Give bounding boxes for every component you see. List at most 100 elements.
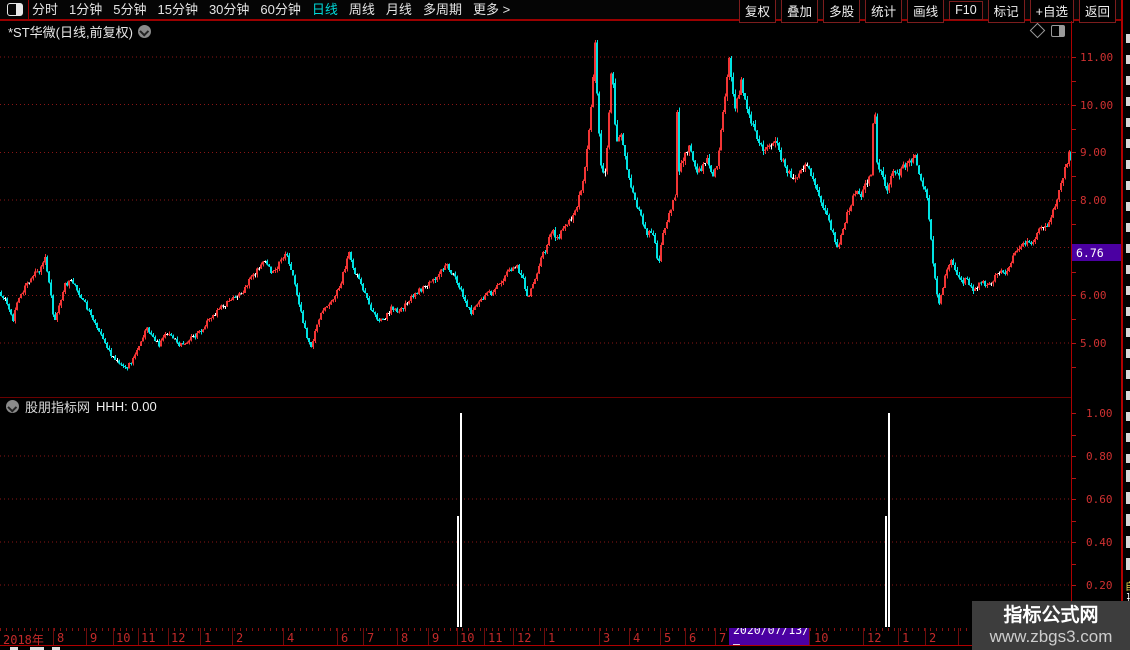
time-axis-separator — [599, 628, 600, 645]
time-axis-label: 7 — [367, 631, 375, 645]
page-title: *ST华微(日线,前复权) — [8, 24, 133, 40]
candlestick-chart[interactable] — [0, 40, 1072, 397]
cutoff-glyph-fragment — [1126, 223, 1130, 232]
tool-button[interactable]: 叠加 — [781, 0, 819, 23]
time-axis-separator — [958, 628, 959, 645]
period-menu-item[interactable]: 1分钟 — [69, 2, 103, 17]
axis-tick — [1072, 477, 1076, 479]
axis-tick — [1072, 520, 1076, 522]
period-menu-item[interactable]: 多周期 — [422, 2, 462, 17]
cutoff-text-fragment — [30, 647, 44, 650]
cutoff-glyph-fragment — [1126, 492, 1130, 504]
time-axis-separator — [200, 628, 201, 645]
time-axis-separator — [898, 628, 899, 645]
time-axis-label: 9 — [90, 631, 98, 645]
time-axis-label: 10 — [814, 631, 829, 645]
diamond-icon[interactable] — [1029, 22, 1046, 39]
tool-button[interactable]: 画线 — [907, 0, 945, 23]
time-axis-label: 6 — [341, 631, 349, 645]
chevron-down-icon[interactable] — [6, 400, 19, 413]
price-axis-label: 6.00 — [1080, 289, 1107, 302]
cutoff-glyph-fragment — [1126, 558, 1130, 570]
axis-tick — [1072, 319, 1076, 321]
price-axis-label: 5.00 — [1080, 337, 1107, 350]
tool-button[interactable]: 统计 — [865, 0, 903, 23]
axis-tick — [1072, 366, 1076, 368]
axis-tick — [1072, 200, 1076, 201]
time-axis-label: 1 — [204, 631, 212, 645]
time-axis-label: 12 — [867, 631, 882, 645]
axis-tick — [1072, 456, 1076, 457]
chevron-down-icon[interactable] — [137, 24, 151, 38]
tool-button[interactable]: +自选 — [1029, 0, 1074, 23]
axis-tick — [1072, 343, 1076, 344]
period-menu-item[interactable]: 周线 — [348, 2, 375, 17]
axis-tick — [1072, 542, 1076, 543]
time-axis-separator — [232, 628, 233, 645]
cutoff-glyph-fragment — [1126, 118, 1130, 127]
tool-button[interactable]: 标记 — [987, 0, 1025, 23]
maximize-panel-icon[interactable] — [1051, 24, 1065, 37]
value-axis-label: 0.40 — [1086, 536, 1113, 549]
split-panel-icon[interactable] — [7, 3, 23, 16]
tool-button[interactable]: 复权 — [739, 0, 777, 23]
cutoff-glyph-fragment — [1126, 160, 1130, 169]
time-axis-label: 2 — [236, 631, 244, 645]
period-menu-item[interactable]: 分时 — [32, 2, 59, 17]
tools-menu: 复权 叠加 多股 统计 画线 F10 标记 +自选 返回 — [739, 0, 1116, 23]
time-axis-label: 9 — [432, 631, 440, 645]
indicator-header: 股朋指标网 HHH: 0.00 — [6, 399, 157, 415]
time-axis-separator — [513, 628, 514, 645]
time-axis-label: 11 — [141, 631, 156, 645]
layout-toggle-cell[interactable] — [0, 0, 29, 19]
tool-button[interactable]: 多股 — [823, 0, 861, 23]
time-axis[interactable]: 2018年 8 9 10 11 12 1 2 4 6 7 8 9 10 11 12 1 3 4 5 6 7 10 12 1 2 20… — [0, 628, 1072, 646]
time-axis-label: 10 — [460, 631, 475, 645]
time-axis-label: 2 — [929, 631, 937, 645]
period-menu-item[interactable]: 月线 — [385, 2, 412, 17]
tool-button[interactable]: 返回 — [1078, 0, 1116, 23]
time-axis-separator — [544, 628, 545, 645]
cutoff-text-fragment — [10, 647, 18, 650]
time-axis-separator — [428, 628, 429, 645]
panel-divider — [0, 397, 1072, 398]
tool-button[interactable]: F10 — [949, 1, 983, 20]
time-axis-separator — [809, 628, 810, 645]
chart-title-row: *ST华微(日线,前复权) — [8, 23, 151, 40]
period-menu-item[interactable]: 60分钟 — [260, 2, 301, 17]
value-axis-label: 0.60 — [1086, 493, 1113, 506]
watermark-url: www.zbgs3.com — [989, 626, 1113, 646]
top-toolbar: 分时 1分钟 5分钟 15分钟 30分钟 60分钟 日线 周线 月线 多周期 更多 > 复权 叠加 多股… — [0, 0, 1130, 23]
period-menu-item[interactable]: 更多 > — [472, 2, 511, 17]
time-axis-label: 4 — [633, 631, 641, 645]
period-menu-item[interactable]: 日线 — [311, 2, 338, 17]
time-axis-label: 4 — [287, 631, 295, 645]
cutoff-glyph-fragment — [1126, 514, 1130, 526]
time-axis-label: 7 — [719, 631, 727, 645]
time-axis-label: 12 — [517, 631, 532, 645]
time-axis-separator — [397, 628, 398, 645]
time-axis-label: 3 — [603, 631, 611, 645]
axis-tick — [1072, 80, 1076, 82]
cutoff-glyph-fragment — [1126, 97, 1130, 106]
period-menu-item[interactable]: 30分钟 — [208, 2, 250, 17]
axis-tick — [1072, 413, 1076, 414]
value-axis-label: 1.00 — [1086, 407, 1113, 420]
cutoff-glyph-fragment — [1126, 202, 1130, 211]
indicator-source-label: 股朋指标网 — [25, 400, 91, 415]
axis-tick — [1072, 104, 1076, 106]
price-axis-label: 9.00 — [1080, 146, 1107, 159]
cutoff-glyph-fragment — [1126, 349, 1130, 358]
cutoff-glyph-fragment — [1126, 328, 1130, 337]
cutoff-glyph-fragment — [1126, 412, 1130, 421]
period-menu-item[interactable]: 15分钟 — [157, 2, 198, 17]
cutoff-glyph-fragment — [1126, 536, 1130, 548]
right-sidebar-strip[interactable]: 自1111111 — [1121, 0, 1130, 650]
time-axis-separator — [484, 628, 485, 645]
last-price-badge: 6.76 — [1072, 244, 1122, 261]
indicator-chart[interactable] — [0, 398, 1072, 627]
time-axis-separator — [86, 628, 87, 645]
period-menu-item[interactable]: 5分钟 — [113, 2, 147, 17]
axis-tick — [1072, 563, 1076, 565]
cutoff-glyph-fragment — [1126, 265, 1130, 274]
